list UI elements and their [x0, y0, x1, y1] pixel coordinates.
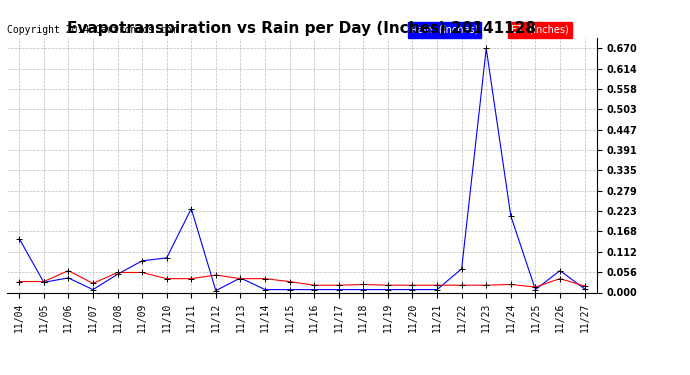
Text: ET  (Inches): ET (Inches): [511, 25, 569, 35]
Text: Rain  (Inches): Rain (Inches): [411, 25, 478, 35]
Title: Evapotranspiration vs Rain per Day (Inches) 20141128: Evapotranspiration vs Rain per Day (Inch…: [68, 21, 536, 36]
Text: Copyright 2014 Cartronics.com: Copyright 2014 Cartronics.com: [7, 25, 177, 35]
